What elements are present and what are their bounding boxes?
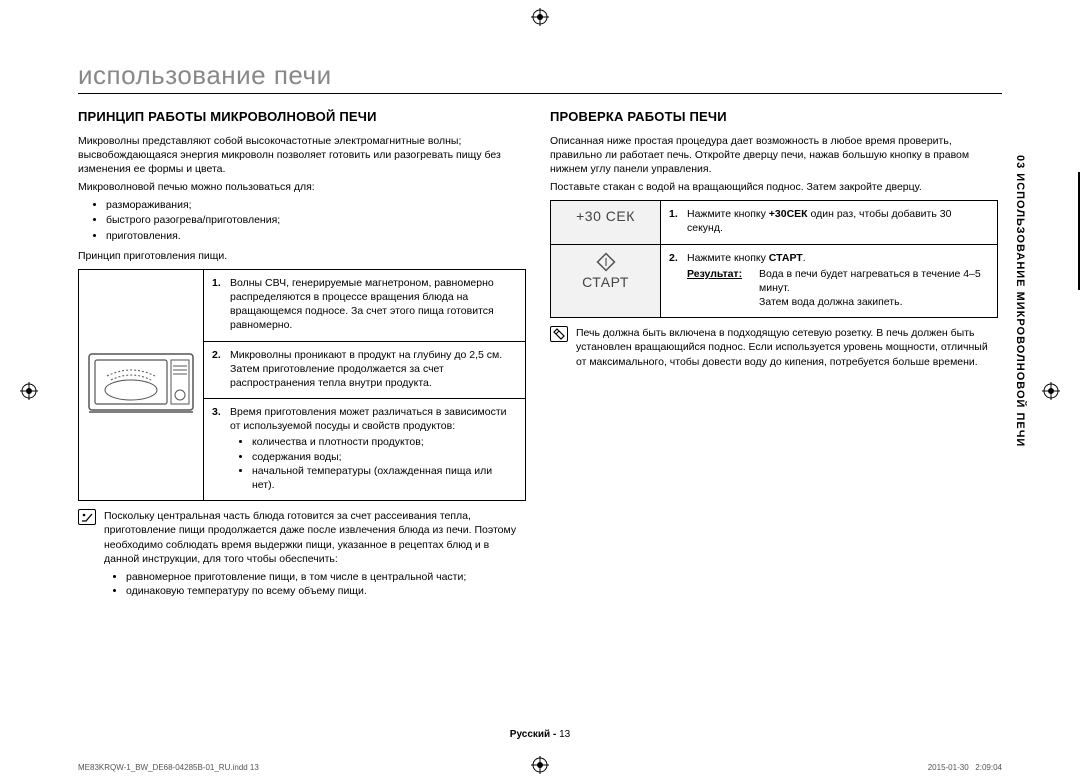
registration-mark-icon [1042, 382, 1060, 400]
button-cell-start: СТАРТ [551, 244, 661, 318]
note-body: Поскольку центральная часть блюда готови… [104, 509, 526, 598]
principles-table: 1.Волны СВЧ, генерируемые магнетроном, р… [78, 269, 526, 501]
note-icon [78, 509, 96, 525]
uses-lead: Микроволновой печью можно пользоваться д… [78, 180, 526, 194]
print-metadata: ME83KRQW-1_BW_DE68-04285B-01_RU.indd 13 … [78, 763, 1002, 772]
side-tab-label: 03 ИСПОЛЬЗОВАНИЕ МИКРОВОЛНОВОЙ ПЕЧИ [1014, 155, 1026, 447]
document-page: использование печи ПРИНЦИП РАБОТЫ МИКРОВ… [78, 60, 1002, 720]
principle-row: 1.Волны СВЧ, генерируемые магнетроном, р… [204, 269, 526, 341]
principle-text: Волны СВЧ, генерируемые магнетроном, рав… [230, 276, 517, 333]
registration-mark-icon [20, 382, 38, 400]
principle-text: Микроволны проникают в продукт на глубин… [230, 348, 517, 391]
registration-mark-icon [531, 8, 549, 26]
two-column-layout: ПРИНЦИП РАБОТЫ МИКРОВОЛНОВОЙ ПЕЧИ Микров… [78, 108, 1002, 598]
uses-item: быстрого разогрева/приготовления; [106, 213, 526, 227]
note-bullet: равномерное приготовление пищи, в том чи… [126, 570, 526, 584]
intro-paragraph: Микроволны представляют собой высокочаст… [78, 134, 526, 177]
warning-text: Печь должна быть включена в подходящую с… [576, 326, 998, 369]
chapter-title: использование печи [78, 60, 1002, 94]
note-bullet: одинаковую температуру по всему объему п… [126, 584, 526, 598]
uses-item: приготовления. [106, 229, 526, 243]
principle-text: Время приготовления может различаться в … [230, 405, 517, 492]
section-heading-check: ПРОВЕРКА РАБОТЫ ПЕЧИ [550, 108, 998, 126]
result-body: Вода в печи будет нагреваться в течение … [759, 267, 989, 310]
footer-language: Русский - [510, 729, 559, 740]
microwave-icon [87, 350, 195, 416]
print-filename: ME83KRQW-1_BW_DE68-04285B-01_RU.indd 13 [78, 763, 259, 772]
principle-row: 3. Время приготовления может различаться… [204, 399, 526, 501]
warning-icon [550, 326, 568, 342]
microwave-illustration-cell [79, 269, 204, 500]
result-label: Результат: [687, 267, 759, 310]
check-steps-table: +30 СЕК 1. Нажмите кнопку +30СЕК один ра… [550, 200, 998, 318]
check-pre-step: Поставьте стакан с водой на вращающийся … [550, 180, 998, 194]
principles-lead: Принцип приготовления пищи. [78, 249, 526, 263]
button-label-start: СТАРТ [582, 274, 629, 290]
button-label-30s: +30 СЕК [576, 208, 635, 224]
note-block: Поскольку центральная часть блюда готови… [78, 509, 526, 598]
page-footer: Русский - 13 [0, 729, 1080, 740]
side-tab: 03 ИСПОЛЬЗОВАНИЕ МИКРОВОЛНОВОЙ ПЕЧИ [1008, 155, 1026, 525]
warning-block: Печь должна быть включена в подходящую с… [550, 326, 998, 369]
section-heading-principle: ПРИНЦИП РАБОТЫ МИКРОВОЛНОВОЙ ПЕЧИ [78, 108, 526, 126]
button-cell-30s: +30 СЕК [551, 201, 661, 244]
print-timestamp: 2015-01-30 2:09:04 [928, 763, 1002, 772]
step-row: 2. Нажмите кнопку СТАРТ. Результат: Вода… [661, 244, 998, 318]
principle3-bullet: содержания воды; [252, 450, 517, 464]
principle-row: 2.Микроволны проникают в продукт на глуб… [204, 341, 526, 399]
uses-list: размораживания; быстрого разогрева/приго… [78, 198, 526, 243]
step1-text: Нажмите кнопку +30СЕК один раз, чтобы до… [687, 207, 989, 235]
left-column: ПРИНЦИП РАБОТЫ МИКРОВОЛНОВОЙ ПЕЧИ Микров… [78, 108, 526, 598]
check-intro: Описанная ниже простая процедура дает во… [550, 134, 998, 177]
principle3-bullet: количества и плотности продуктов; [252, 435, 517, 449]
step2-text: Нажмите кнопку СТАРТ. Результат: Вода в … [687, 251, 989, 310]
start-diamond-icon [595, 251, 617, 273]
uses-item: размораживания; [106, 198, 526, 212]
footer-page-number: 13 [559, 729, 570, 740]
principle3-bullet: начальной температуры (охлажденная пища … [252, 464, 517, 492]
right-column: ПРОВЕРКА РАБОТЫ ПЕЧИ Описанная ниже прос… [550, 108, 998, 598]
step-row: 1. Нажмите кнопку +30СЕК один раз, чтобы… [661, 201, 998, 244]
